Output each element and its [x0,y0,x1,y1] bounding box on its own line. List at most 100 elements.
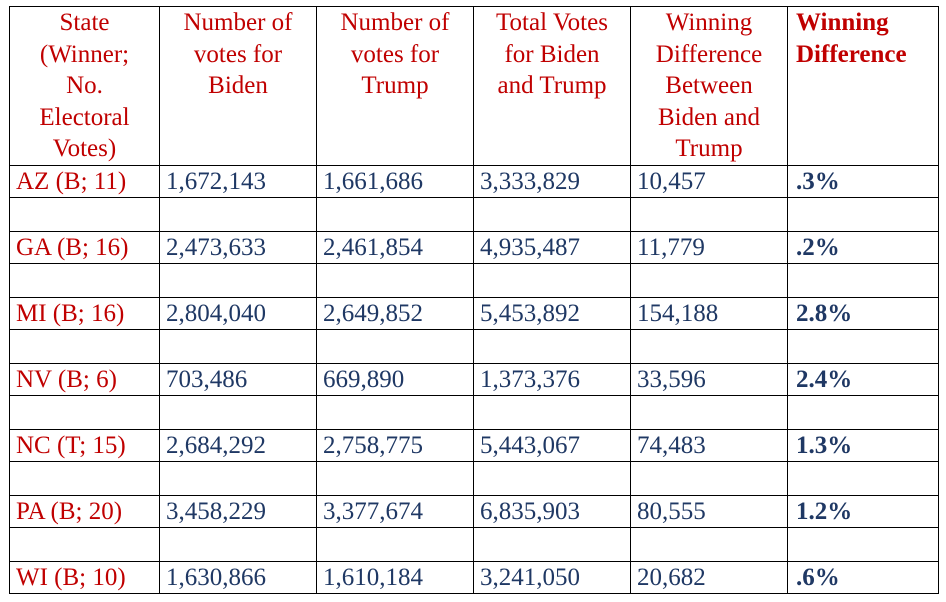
trump-votes-cell: 669,890 [316,363,474,396]
empty-cell [630,527,788,562]
header-trump-votes: Number of votes for Trump [316,6,474,166]
header-line: Total Votes [496,9,608,36]
header-line: and Trump [497,72,607,100]
empty-cell [473,329,631,364]
header-winning-difference: Winning Difference Between Biden and Tru… [630,6,788,166]
trump-votes-cell: 2,649,852 [316,297,474,330]
trump-votes-cell: 1,610,184 [316,561,474,594]
header-line: Votes) [52,135,117,163]
table-row: PA (B; 20) 3,458,229 3,377,674 6,835,903… [9,495,939,528]
empty-cell [316,395,474,430]
biden-votes-cell: 1,630,866 [159,561,317,594]
difference-percent-cell: 2.4% [787,363,939,396]
empty-cell [159,461,317,496]
total-votes-cell: 3,333,829 [473,165,631,198]
total-votes-cell: 1,373,376 [473,363,631,396]
trump-votes-cell: 1,661,686 [316,165,474,198]
header-line: votes for [350,40,440,68]
table-row: AZ (B; 11) 1,672,143 1,661,686 3,333,829… [9,165,939,198]
difference-cell: 10,457 [630,165,788,198]
state-cell: NV (B; 6) [9,363,160,396]
state-cell: PA (B; 20) [9,495,160,528]
header-row: State (Winner; No. Electoral Votes) Numb… [9,6,939,166]
biden-votes-cell: 1,672,143 [159,165,317,198]
empty-cell [9,329,160,364]
spacer-row [9,197,939,232]
empty-cell [316,461,474,496]
header-line: Electoral [39,103,130,131]
header-line: No. [66,72,103,100]
empty-cell [159,197,317,232]
empty-cell [316,329,474,364]
table-row: GA (B; 16) 2,473,633 2,461,854 4,935,487… [9,231,939,264]
difference-cell: 20,682 [630,561,788,594]
spacer-row [9,395,939,430]
empty-cell [473,527,631,562]
total-votes-cell: 6,835,903 [473,495,631,528]
header-line: Number of [340,9,450,36]
election-results-table: State (Winner; No. Electoral Votes) Numb… [9,6,939,594]
biden-votes-cell: 2,804,040 [159,297,317,330]
biden-votes-cell: 2,684,292 [159,429,317,462]
difference-percent-cell: .6% [787,561,939,594]
header-line: Winning [796,9,889,36]
state-cell: AZ (B; 11) [9,165,160,198]
empty-cell [473,197,631,232]
biden-votes-cell: 703,486 [159,363,317,396]
difference-cell: 11,779 [630,231,788,264]
empty-cell [9,527,160,562]
difference-cell: 33,596 [630,363,788,396]
header-line: Between [665,72,753,100]
empty-cell [630,197,788,232]
empty-cell [9,395,160,430]
state-cell: MI (B; 16) [9,297,160,330]
empty-cell [316,197,474,232]
header-winning-difference-percent: Winning Difference [787,6,939,166]
difference-percent-cell: 2.8% [787,297,939,330]
spacer-row [9,329,939,364]
total-votes-cell: 5,453,892 [473,297,631,330]
empty-cell [9,197,160,232]
empty-cell [473,395,631,430]
difference-cell: 74,483 [630,429,788,462]
state-cell: WI (B; 10) [9,561,160,594]
empty-cell [630,263,788,298]
header-biden-votes: Number of votes for Biden [159,6,317,166]
empty-cell [630,329,788,364]
total-votes-cell: 5,443,067 [473,429,631,462]
difference-percent-cell: .3% [787,165,939,198]
empty-cell [159,263,317,298]
empty-cell [9,461,160,496]
empty-cell [159,329,317,364]
empty-cell [316,527,474,562]
total-votes-cell: 3,241,050 [473,561,631,594]
empty-cell [630,461,788,496]
difference-percent-cell: .2% [787,231,939,264]
spacer-row [9,263,939,298]
empty-cell [473,263,631,298]
header-line: State [59,9,110,36]
total-votes-cell: 4,935,487 [473,231,631,264]
table-row: WI (B; 10) 1,630,866 1,610,184 3,241,050… [9,561,939,594]
empty-cell [316,263,474,298]
header-line: Difference [796,40,907,68]
trump-votes-cell: 2,461,854 [316,231,474,264]
state-cell: GA (B; 16) [9,231,160,264]
trump-votes-cell: 3,377,674 [316,495,474,528]
empty-cell [787,197,939,232]
header-line: Biden and [657,103,761,131]
difference-percent-cell: 1.3% [787,429,939,462]
header-line: Winning [665,9,753,36]
header-line: Trump [675,135,743,163]
header-line: Biden [208,72,268,100]
trump-votes-cell: 2,758,775 [316,429,474,462]
header-line: Number of [183,9,293,36]
difference-cell: 80,555 [630,495,788,528]
spacer-row [9,527,939,562]
header-total-votes: Total Votes for Biden and Trump [473,6,631,166]
header-line: votes for [193,40,283,68]
empty-cell [159,527,317,562]
table-row: NV (B; 6) 703,486 669,890 1,373,376 33,5… [9,363,939,396]
state-cell: NC (T; 15) [9,429,160,462]
difference-percent-cell: 1.2% [787,495,939,528]
